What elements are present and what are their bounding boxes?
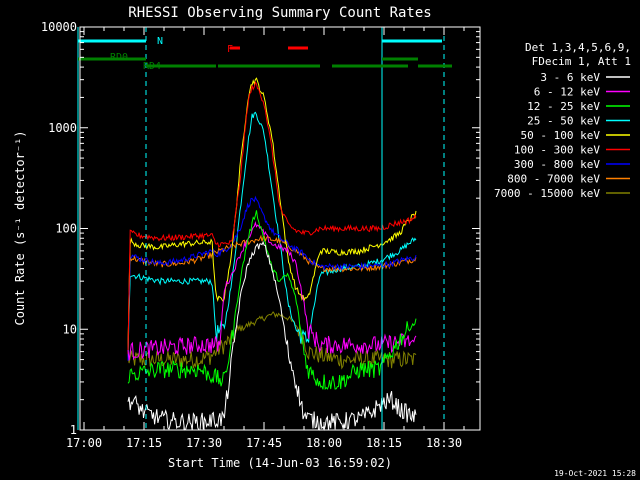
n-band-label: N: [157, 36, 163, 47]
y-axis-label: Count Rate (s⁻¹ detector⁻¹): [13, 130, 27, 325]
y-tick-label-4: 10000: [41, 20, 77, 34]
x-tick-label-5: 18:15: [366, 436, 402, 450]
legend-entry-label-6: 300 - 800 keV: [514, 158, 600, 171]
legend-header-line-0: Det 1,3,4,5,6,9,: [525, 41, 631, 54]
y-tick-label-3: 1000: [48, 121, 77, 135]
axes-layer: 17:00 17:15 17:30 17:45 18:00 18:15 18:30 1 10 10…: [41, 20, 481, 450]
legend-header-line-1: FDecim 1, Att 1: [532, 55, 631, 68]
y-tick-label-1: 10: [63, 322, 77, 336]
x-tick-label-2: 17:30: [186, 436, 222, 450]
series-line-800-7000-kev: [127, 234, 417, 350]
rd4-band-label: RD4: [143, 61, 161, 72]
legend-entry-label-1: 6 - 12 keV: [534, 86, 601, 99]
legend-entry-label-4: 50 - 100 keV: [521, 129, 601, 142]
y-tick-label-0: 1: [70, 423, 77, 437]
x-tick-label-6: 18:30: [426, 436, 462, 450]
chart-title: RHESSI Observing Summary Count Rates: [128, 5, 431, 21]
footer-timestamp: 19-Oct-2021 15:28: [554, 469, 636, 478]
x-tick-label-1: 17:15: [126, 436, 162, 450]
f-band-label: F: [227, 44, 233, 55]
x-tick-label-0: 17:00: [66, 436, 102, 450]
rd0-band-label: RD0: [110, 52, 128, 63]
x-tick-label-3: 17:45: [246, 436, 282, 450]
series-line-25-50-kev: [127, 111, 417, 357]
legend: Det 1,3,4,5,6,9,FDecim 1, Att 1 3 - 6 keV…: [494, 41, 631, 200]
series-line-6-12-kev: [127, 221, 417, 361]
series-line-100-300-kev: [127, 80, 417, 354]
y-tick-label-2: 100: [55, 222, 77, 236]
legend-entry-label-3: 25 - 50 keV: [527, 115, 600, 128]
legend-entry-label-8: 7000 - 15000 keV: [494, 187, 600, 200]
legend-entry-label-7: 800 - 7000 keV: [507, 173, 600, 186]
x-axis-label: Start Time (14-Jun-03 16:59:02): [168, 456, 392, 470]
legend-entry-label-5: 100 - 300 keV: [514, 144, 600, 157]
annotation-layer: N F RD0 RD4: [77, 27, 452, 430]
series-line-50-100-kev: [127, 77, 417, 354]
series-line-300-800-kev: [127, 195, 417, 361]
series-layer: [127, 77, 417, 431]
legend-entry-label-2: 12 - 25 keV: [527, 100, 600, 113]
series-line-3-6-kev: [127, 240, 417, 431]
legend-entry-label-0: 3 - 6 keV: [540, 71, 600, 84]
x-tick-label-4: 18:00: [306, 436, 342, 450]
series-line-12-25-kev: [127, 210, 417, 391]
